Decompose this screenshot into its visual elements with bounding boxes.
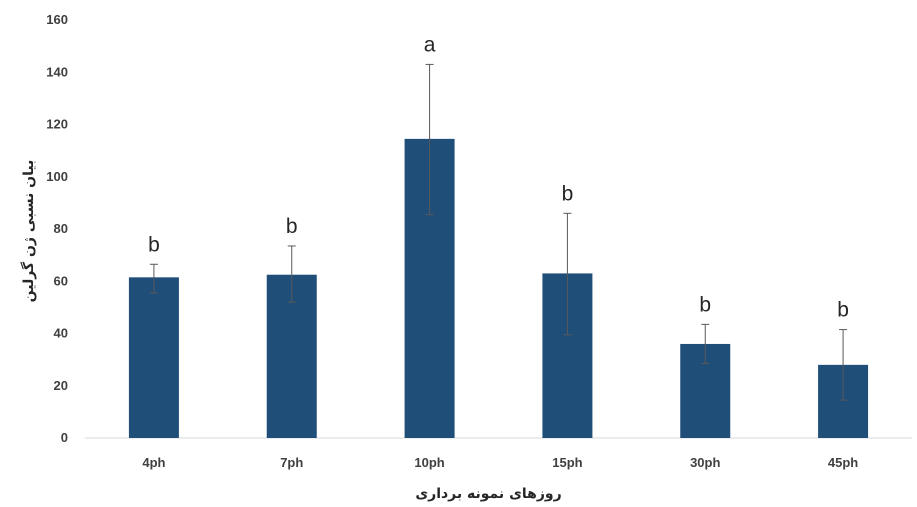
significance-labels-group: b b a b b b — [148, 33, 849, 321]
significance-label: b — [286, 215, 298, 238]
y-tick-label: 40 — [54, 326, 68, 341]
y-tick-label: 20 — [54, 378, 68, 393]
error-bar — [149, 263, 158, 294]
significance-label: b — [837, 299, 849, 322]
error-bar — [563, 212, 572, 336]
error-bar — [839, 329, 848, 401]
significance-label: b — [699, 293, 711, 316]
x-tick-label: 45ph — [828, 455, 858, 470]
y-axis-title: بیان نسبی ژن گرلین — [20, 160, 37, 303]
x-tick-label: 7ph — [280, 455, 303, 470]
significance-label: a — [424, 33, 436, 56]
x-tick-label: 4ph — [142, 455, 165, 470]
y-tick-label: 80 — [54, 221, 68, 236]
bar — [128, 277, 179, 438]
significance-label: b — [562, 182, 574, 205]
y-tick-label: 0 — [61, 430, 68, 445]
error-bar — [425, 63, 434, 216]
y-axis-ticks: 0 20 40 60 80 100 120 140 160 — [46, 12, 68, 445]
error-bar — [287, 245, 296, 303]
x-axis-ticks: 4ph 7ph 10ph 15ph 30ph 45ph — [142, 455, 858, 470]
x-tick-label: 10ph — [414, 455, 444, 470]
y-tick-label: 140 — [46, 64, 68, 79]
x-tick-label: 15ph — [552, 455, 582, 470]
y-tick-label: 100 — [46, 169, 68, 184]
x-tick-label: 30ph — [690, 455, 720, 470]
bars-group — [128, 138, 869, 438]
error-bars-group — [149, 63, 848, 401]
y-tick-label: 60 — [54, 273, 68, 288]
error-bar — [701, 323, 710, 365]
significance-label: b — [148, 233, 160, 256]
y-tick-label: 160 — [46, 12, 68, 27]
y-tick-label: 120 — [46, 117, 68, 132]
x-axis-title: روزهای نمونه برداری — [415, 486, 561, 502]
